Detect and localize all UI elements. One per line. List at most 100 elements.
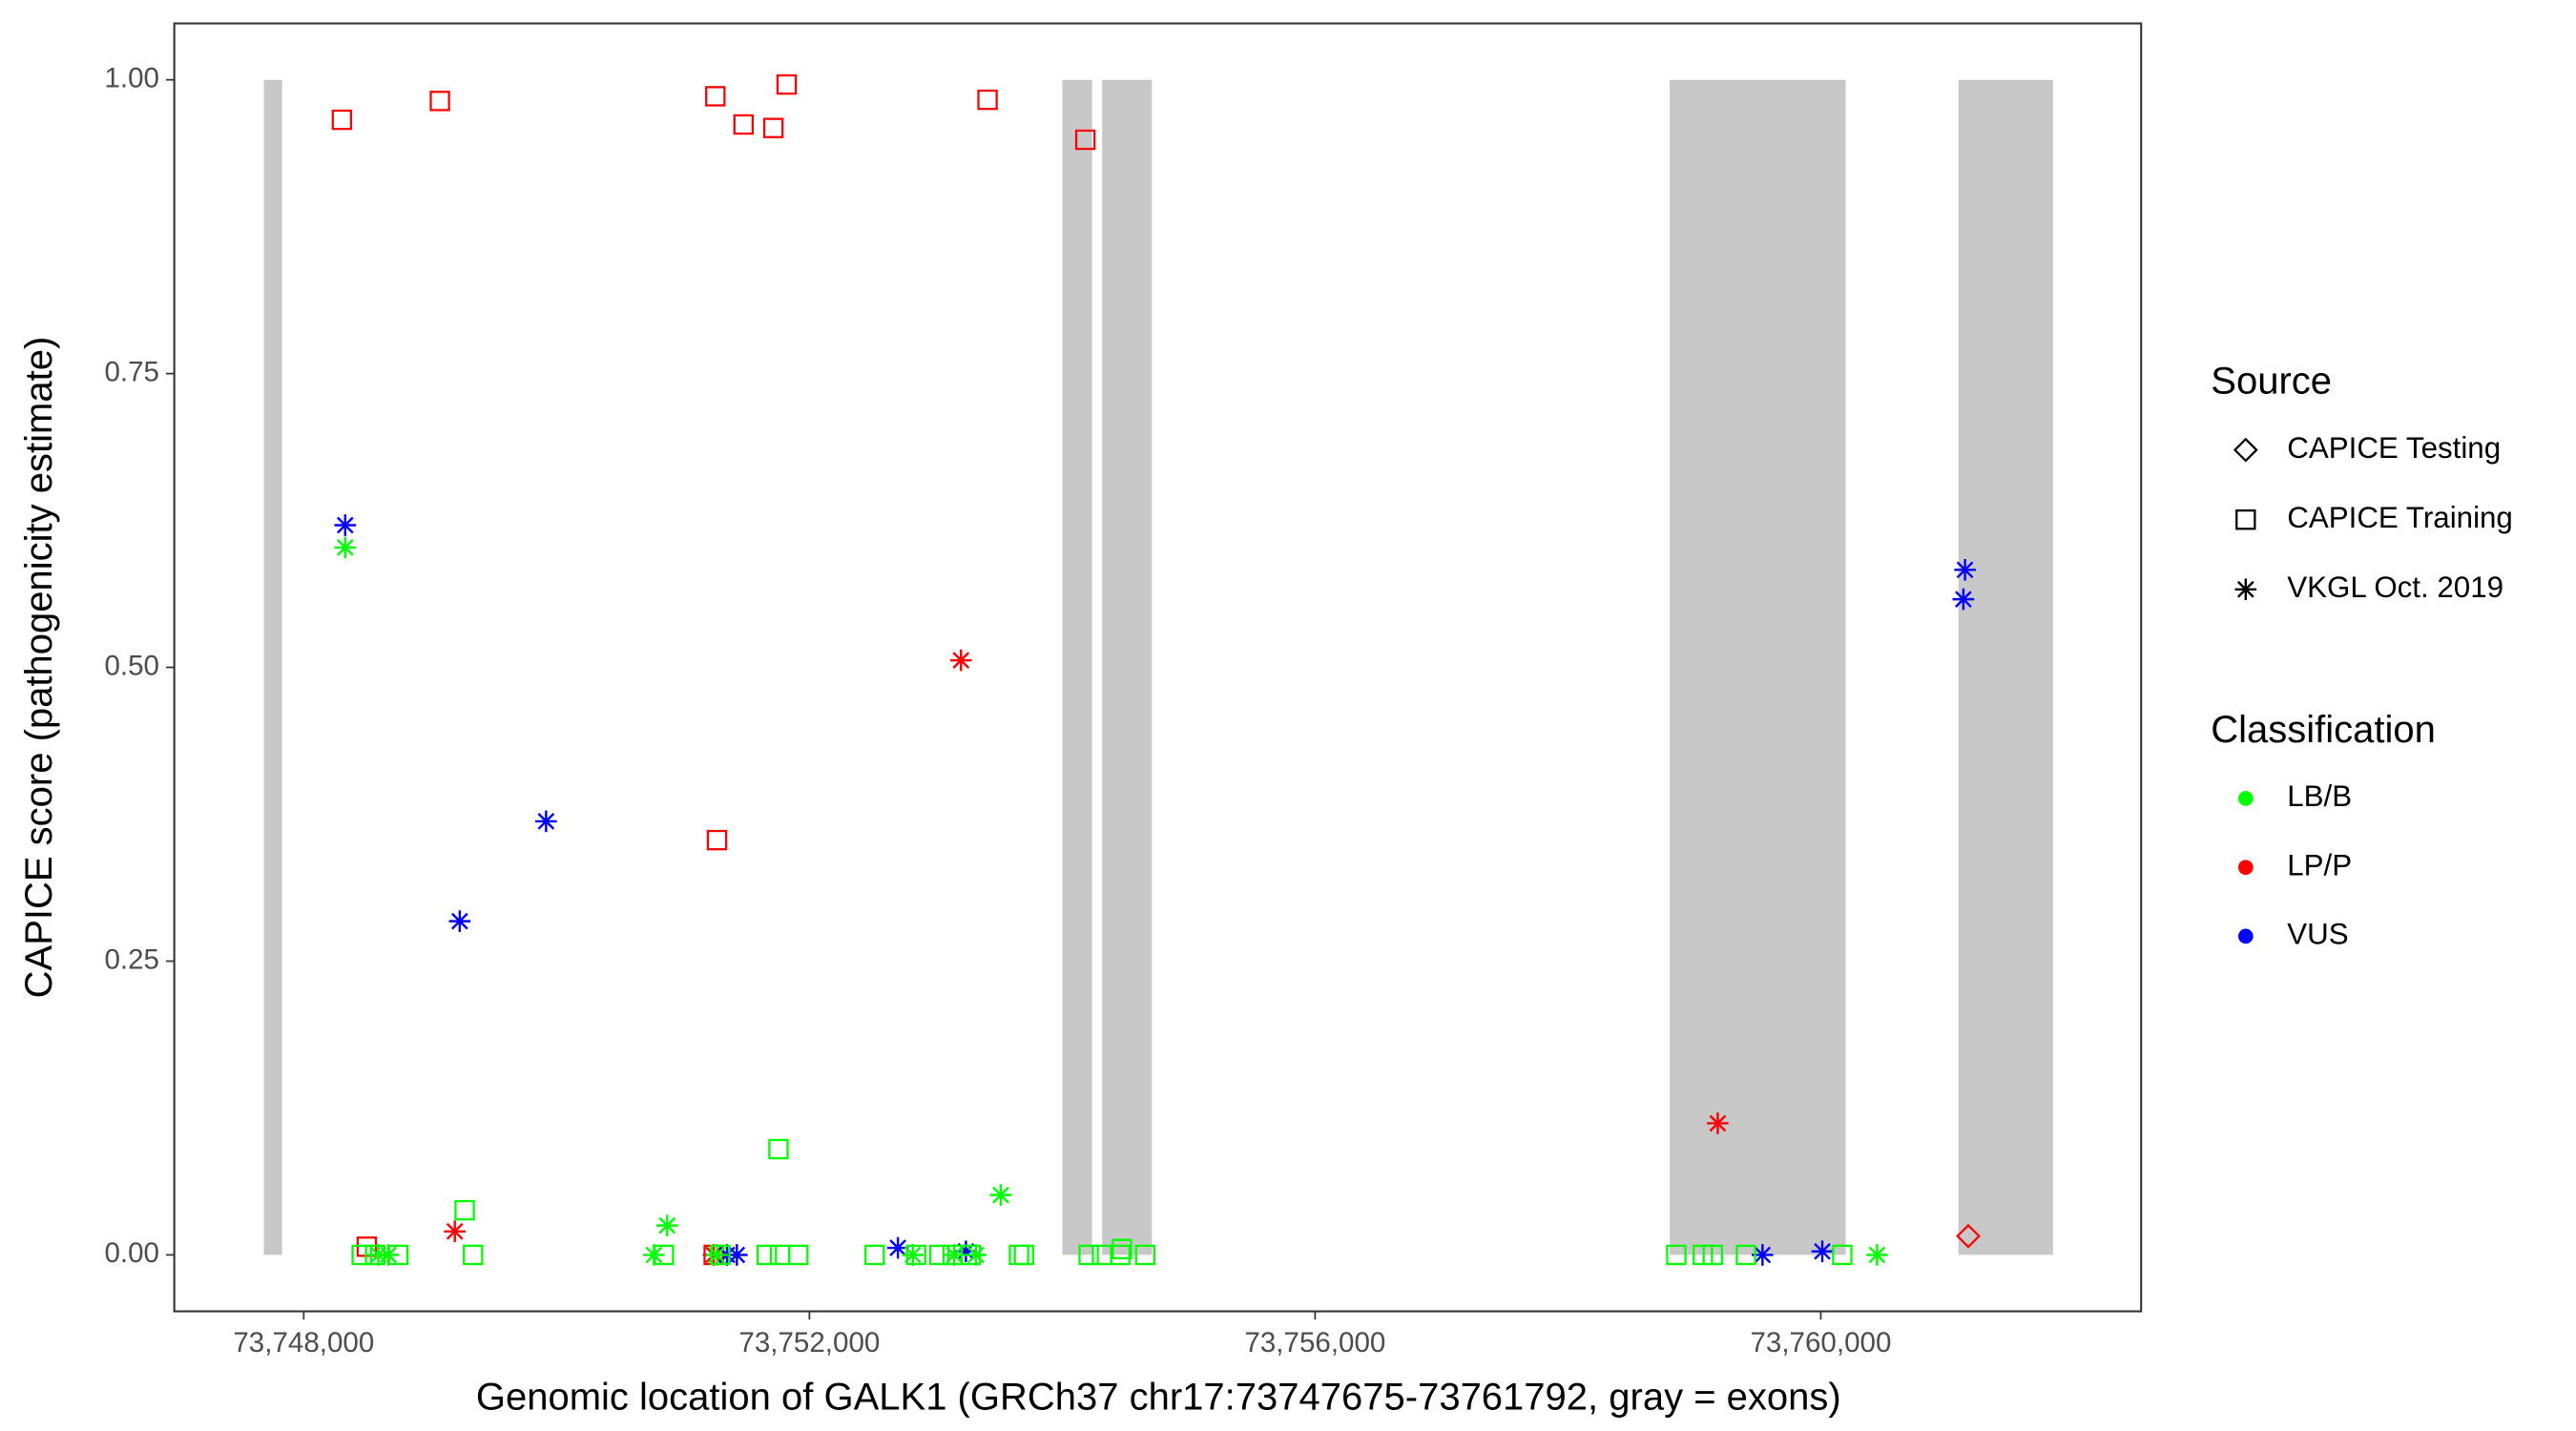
x-tick-label: 73,752,000 (738, 1327, 880, 1358)
point (2234, 578, 2257, 601)
point (1078, 1244, 1099, 1266)
point-stroke (336, 516, 354, 534)
point (776, 73, 798, 95)
point (733, 114, 755, 135)
point-stroke (728, 1246, 746, 1264)
point (1074, 129, 1096, 151)
legend-label: CAPICE Training (2287, 501, 2513, 534)
plot-area (263, 73, 2053, 1266)
x-tick-label: 73,760,000 (1750, 1327, 1891, 1358)
point (351, 1244, 372, 1266)
legend-label: LP/P (2287, 848, 2352, 881)
point (334, 536, 357, 559)
point (1702, 1244, 1723, 1266)
point (448, 910, 471, 932)
legend-title: Source (2211, 361, 2332, 403)
point (463, 1244, 484, 1266)
point (364, 1244, 385, 1266)
point (654, 1244, 675, 1266)
legend-key (2237, 860, 2254, 876)
point (1954, 559, 1976, 581)
point (429, 91, 450, 112)
exon (1102, 79, 1153, 1255)
point-stroke (889, 1239, 906, 1256)
point (1956, 1223, 1981, 1249)
point (1832, 1244, 1853, 1266)
point (1952, 588, 1975, 611)
point-stroke (446, 1222, 464, 1240)
point (705, 86, 726, 107)
point (905, 1244, 926, 1266)
point (762, 117, 784, 138)
point (334, 514, 357, 536)
legend-label: VKGL Oct. 2019 (2287, 570, 2503, 604)
point (1735, 1244, 1756, 1266)
y-tick-label: 1.00 (104, 62, 159, 93)
point-stroke (336, 539, 354, 556)
y-tick-label: 0.00 (104, 1237, 159, 1269)
point (2233, 437, 2258, 463)
point-stroke (952, 652, 970, 670)
point (1111, 1238, 1132, 1259)
point (1666, 1244, 1687, 1266)
point-stroke (1868, 1246, 1886, 1264)
point-stroke (1814, 1242, 1831, 1260)
y-tick-label: 0.50 (104, 650, 159, 681)
point (706, 1244, 728, 1266)
point-stroke (451, 912, 468, 930)
x-axis-title: Genomic location of GALK1 (GRCh37 chr17:… (476, 1376, 1841, 1418)
point-stroke (658, 1216, 676, 1234)
point (706, 829, 728, 851)
point-stroke (1709, 1114, 1727, 1132)
point (726, 1244, 748, 1266)
legend: Source CAPICE Testing CAPICE Training VKGL … (2211, 361, 2513, 951)
point (768, 1138, 789, 1160)
point (331, 109, 353, 131)
point-stroke (2236, 580, 2254, 598)
point (656, 1214, 678, 1236)
legend-key (2237, 791, 2254, 806)
y-tick-label: 0.75 (104, 356, 159, 387)
point (1811, 1240, 1834, 1263)
point-stroke (1955, 591, 1972, 608)
exon (1670, 79, 1846, 1255)
point-stroke (1754, 1246, 1772, 1264)
legend-label: LB/B (2287, 779, 2352, 813)
legend-title: Classification (2211, 709, 2436, 751)
y-tick-label: 0.25 (104, 944, 159, 975)
point (965, 1244, 987, 1266)
point (928, 1244, 950, 1266)
point (387, 1244, 409, 1266)
point (535, 810, 557, 833)
exon (263, 79, 282, 1255)
point (757, 1244, 778, 1266)
point (454, 1199, 475, 1221)
point-stroke (537, 813, 555, 830)
point (977, 89, 998, 111)
point (1013, 1244, 1034, 1266)
legend-label: CAPICE Testing (2287, 431, 2501, 465)
exon (1958, 79, 2053, 1255)
point (864, 1244, 885, 1266)
point-stroke (1956, 561, 1974, 579)
point (1707, 1112, 1729, 1134)
point (949, 649, 972, 672)
y-axis-title: CAPICE score (pathogenicity estimate) (18, 337, 60, 999)
point (1866, 1244, 1888, 1266)
point (1110, 1244, 1131, 1266)
point (902, 1244, 924, 1266)
point (444, 1220, 467, 1243)
exon (1062, 79, 1092, 1255)
legend-label: VUS (2287, 918, 2348, 951)
x-tick-label: 73,748,000 (233, 1327, 374, 1358)
point (710, 1244, 731, 1266)
x-tick-label: 73,756,000 (1244, 1327, 1385, 1358)
point (1134, 1244, 1156, 1266)
point (960, 1244, 982, 1266)
point (788, 1244, 809, 1266)
point (989, 1184, 1012, 1206)
legend-key (2237, 928, 2254, 944)
point (2235, 509, 2256, 530)
